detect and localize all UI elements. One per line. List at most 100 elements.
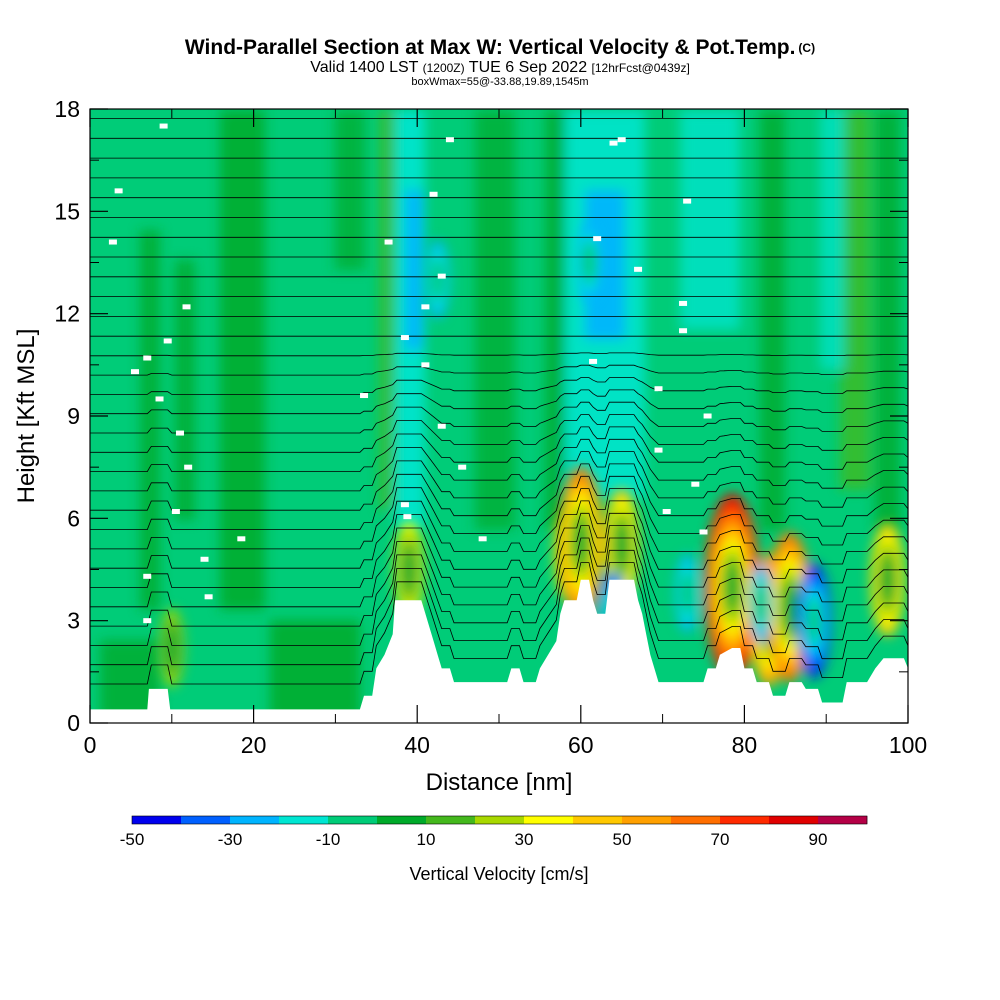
colorbar-swatch <box>230 816 280 824</box>
pot-temp-label-box <box>108 239 117 245</box>
pot-temp-label-box <box>445 137 454 143</box>
pot-temp-contour <box>90 438 908 492</box>
pot-temp-contours <box>90 118 908 685</box>
chart-title-block: Wind-Parallel Section at Max W: Vertical… <box>0 36 1000 88</box>
pot-temp-label-box <box>679 328 688 334</box>
colorbar-swatch <box>132 816 182 824</box>
pot-temp-label-box <box>143 573 152 579</box>
chart-box-info: boxWmax=55@-33.88,19.89,1545m <box>411 76 589 88</box>
x-axis-ticks: 0 20 40 60 80 100 <box>84 109 927 758</box>
streak-positive <box>175 260 195 520</box>
pot-temp-label-box <box>699 529 708 535</box>
colorbar-tick-label: -10 <box>316 830 341 849</box>
y-axis-label: Height [Kft MSL] <box>13 329 40 504</box>
velocity-cell <box>160 608 184 687</box>
pot-temp-label-box <box>403 514 412 520</box>
pot-temp-contour <box>90 500 908 588</box>
pot-temp-label-box <box>184 464 193 470</box>
pot-temp-contour <box>90 463 908 530</box>
pot-temp-label-box <box>458 464 467 470</box>
colorbar-swatch <box>769 816 819 824</box>
pot-temp-contour <box>90 377 908 395</box>
velocity-cell-band <box>807 599 821 642</box>
velocity-cell-band <box>754 582 768 625</box>
streak-positive <box>220 110 265 610</box>
velocity-cell-band <box>880 558 895 601</box>
streak-positive <box>475 110 515 530</box>
pot-temp-contour <box>90 352 908 357</box>
colorbar-swatch <box>671 816 721 824</box>
pot-temp-label-box <box>175 430 184 436</box>
pot-temp-label-box <box>159 123 168 129</box>
pot-temp-contour <box>90 537 908 646</box>
pot-temp-label-box <box>617 137 626 143</box>
colorbar-swatch <box>573 816 623 824</box>
streak-negative <box>820 110 845 370</box>
pot-temp-label-box <box>204 594 213 600</box>
pot-temp-label-box <box>163 338 172 344</box>
streak-positive <box>140 230 160 610</box>
pot-temp-contour <box>90 549 908 666</box>
pot-temp-contour <box>90 525 908 627</box>
velocity-cell-band <box>431 258 445 301</box>
pot-temp-label-box <box>200 556 209 562</box>
velocity-cell-band <box>402 548 416 591</box>
velocity-cell <box>425 240 450 319</box>
y-tick-label: 15 <box>54 198 80 224</box>
velocity-cell-band <box>615 524 629 567</box>
velocity-cell <box>870 522 905 637</box>
pot-temp-contour <box>90 488 908 569</box>
y-axis-ticks: 0 3 6 9 12 15 18 <box>54 96 908 736</box>
pot-temp-label-box <box>421 304 430 310</box>
pot-temp-label-box <box>679 300 688 306</box>
x-tick-label: 60 <box>568 732 594 758</box>
x-tick-label: 20 <box>241 732 267 758</box>
colorbar-tick-label: 10 <box>417 830 436 849</box>
x-tick-label: 40 <box>404 732 430 758</box>
pot-temp-label-box <box>143 618 152 624</box>
pot-temp-label-box <box>171 509 180 515</box>
velocity-cell-band <box>782 586 796 629</box>
pot-temp-label-box <box>437 423 446 429</box>
pot-temp-contour <box>90 451 908 511</box>
streak-positive <box>380 110 394 510</box>
velocity-cell <box>577 223 601 302</box>
pot-temp-label-box <box>609 140 618 146</box>
streak-positive <box>270 620 360 720</box>
pot-temp-contour <box>90 475 908 550</box>
colorbar-swatch <box>328 816 378 824</box>
colorbar-swatch <box>181 816 231 824</box>
pot-temp-label-box <box>384 239 393 245</box>
streak-positive <box>545 110 565 530</box>
velocity-streaks <box>100 110 900 720</box>
pot-temp-label-box <box>400 335 409 341</box>
colorbar-tick-label: -50 <box>120 830 145 849</box>
velocity-cell-band <box>725 565 739 608</box>
pot-temp-contour <box>90 364 908 376</box>
pot-temp-label-box <box>143 355 152 361</box>
chart-valid-time: Valid 1400 LST (1200Z) TUE 6 Sep 2022 [1… <box>310 59 690 76</box>
pot-temp-label-box <box>155 396 164 402</box>
pot-temp-label-box <box>478 536 487 542</box>
pot-temp-label-box <box>683 198 692 204</box>
velocity-cell <box>748 564 773 643</box>
pot-temp-contour <box>90 512 908 608</box>
colorbar-swatch <box>818 816 868 824</box>
colorbar-title: Vertical Velocity [cm/s] <box>409 864 588 884</box>
pot-temp-label-box <box>400 502 409 508</box>
pot-temp-label-box <box>360 393 369 399</box>
y-tick-label: 12 <box>54 301 80 327</box>
x-axis-label: Distance [nm] <box>426 769 573 796</box>
pot-temp-label-box <box>437 273 446 279</box>
pot-temp-label-box <box>114 188 123 194</box>
pot-temp-label-box <box>662 509 671 515</box>
x-tick-label: 80 <box>732 732 758 758</box>
pot-temp-label-box <box>634 266 643 272</box>
y-tick-label: 6 <box>67 505 80 531</box>
pot-temp-contour <box>90 389 908 415</box>
velocity-cell <box>604 488 639 603</box>
streak-positive <box>335 110 365 270</box>
pot-temp-contour <box>90 414 908 453</box>
colorbar-swatch <box>622 816 672 824</box>
